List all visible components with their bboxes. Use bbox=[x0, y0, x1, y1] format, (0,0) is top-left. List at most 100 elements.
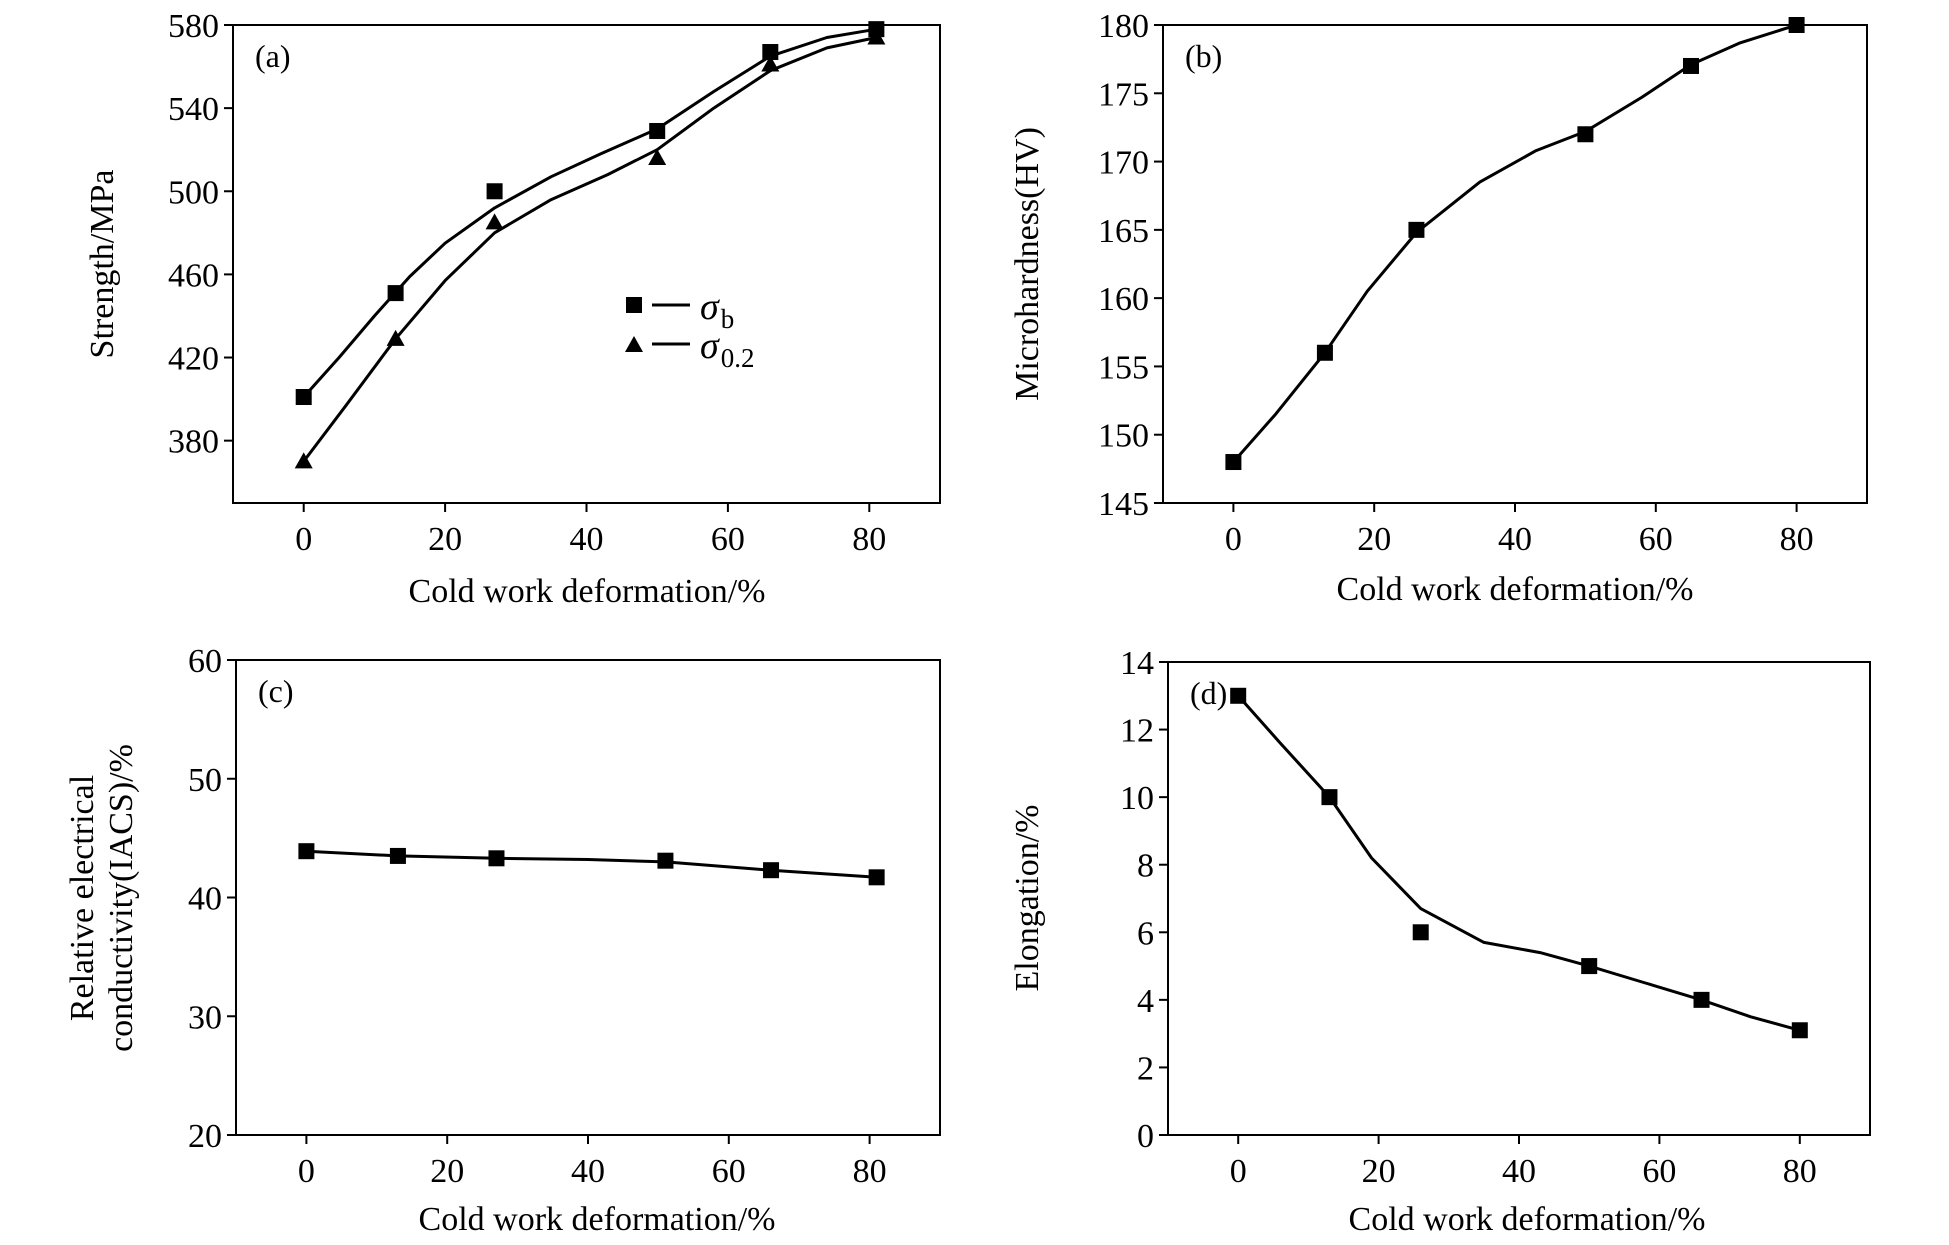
data-point bbox=[1225, 454, 1242, 471]
plot-frame bbox=[232, 24, 941, 504]
x-tick-label: 40 bbox=[570, 521, 604, 558]
x-axis-label: Cold work deformation/% bbox=[419, 1201, 776, 1238]
data-point bbox=[868, 869, 885, 886]
y-tick-label: 145 bbox=[1098, 486, 1149, 523]
x-axis-label: Cold work deformation/% bbox=[409, 573, 766, 610]
data-point bbox=[485, 213, 504, 230]
legend-marker bbox=[626, 297, 642, 313]
x-axis-label: Cold work deformation/% bbox=[1337, 571, 1694, 608]
y-tick-label: 14 bbox=[1120, 645, 1154, 682]
data-point bbox=[867, 28, 886, 45]
y-tick-label: 60 bbox=[188, 643, 222, 680]
y-tick-label: 8 bbox=[1137, 848, 1154, 885]
y-tick-label: 0 bbox=[1137, 1118, 1154, 1155]
data-point bbox=[1408, 221, 1425, 238]
data-point bbox=[488, 850, 505, 867]
data-point bbox=[295, 389, 312, 406]
x-tick-label: 0 bbox=[1230, 1153, 1247, 1190]
x-axis-label: Cold work deformation/% bbox=[1349, 1201, 1706, 1238]
x-tick-label: 60 bbox=[1642, 1153, 1676, 1190]
x-tick-label: 80 bbox=[1780, 521, 1814, 558]
y-tick-label: 150 bbox=[1098, 418, 1149, 455]
y-axis-label-line2: conductivity(IACS)/% bbox=[103, 744, 140, 1052]
data-point bbox=[1316, 344, 1333, 361]
data-point bbox=[486, 183, 503, 200]
y-tick-label: 40 bbox=[188, 881, 222, 918]
series-line bbox=[302, 36, 878, 463]
y-tick-label: 165 bbox=[1098, 213, 1149, 250]
data-point bbox=[1230, 687, 1247, 704]
panel-label: (c) bbox=[258, 673, 294, 709]
x-tick-label: 60 bbox=[711, 521, 745, 558]
x-tick-label: 20 bbox=[430, 1153, 464, 1190]
y-tick-label: 180 bbox=[1098, 8, 1149, 45]
series-0 bbox=[295, 21, 885, 406]
x-tick-label: 40 bbox=[1498, 521, 1532, 558]
y-tick-label: 175 bbox=[1098, 76, 1149, 113]
x-tick-label: 0 bbox=[298, 1153, 315, 1190]
panel-a: 0 20 40 60 80 380 420 460 500 540 580 Cold work def… bbox=[84, 8, 941, 610]
y-tick-label: 10 bbox=[1120, 780, 1154, 817]
plot-frame bbox=[1167, 661, 1871, 1136]
panel-c: 0 20 40 60 80 20 30 40 50 60 Cold work deformation… bbox=[64, 643, 941, 1238]
y-tick-label: 12 bbox=[1120, 713, 1154, 750]
x-tick-label: 60 bbox=[1639, 521, 1673, 558]
x-tick-label: 20 bbox=[1357, 521, 1391, 558]
series-0 bbox=[1225, 17, 1805, 471]
data-point bbox=[1412, 924, 1429, 941]
x-tick-label: 40 bbox=[1502, 1153, 1536, 1190]
legend-label: σb bbox=[700, 286, 734, 334]
panel-label: (b) bbox=[1185, 38, 1222, 74]
y-tick-label: 30 bbox=[188, 999, 222, 1036]
data-point bbox=[657, 852, 674, 869]
y-tick-label: 20 bbox=[188, 1118, 222, 1155]
y-tick-label: 6 bbox=[1137, 915, 1154, 952]
y-tick-label: 540 bbox=[168, 91, 219, 128]
x-tick-label: 80 bbox=[1783, 1153, 1817, 1190]
y-tick-label: 50 bbox=[188, 762, 222, 799]
y-tick-label: 500 bbox=[168, 174, 219, 211]
data-point bbox=[389, 847, 406, 864]
panel-label: (a) bbox=[255, 38, 291, 74]
x-tick-label: 80 bbox=[853, 1153, 887, 1190]
y-axis-label: Strength/MPa bbox=[84, 170, 121, 359]
y-tick-label: 2 bbox=[1137, 1050, 1154, 1087]
x-tick-label: 0 bbox=[295, 521, 312, 558]
data-point bbox=[1791, 1022, 1808, 1039]
data-point bbox=[649, 122, 666, 139]
plot-frame bbox=[235, 659, 941, 1136]
data-point bbox=[294, 452, 313, 469]
y-axis-label: Elongation/% bbox=[1009, 805, 1046, 992]
y-tick-label: 460 bbox=[168, 257, 219, 294]
data-point bbox=[387, 285, 404, 302]
panel-b: 0 20 40 60 80 145 150 155 160 165 170 175 180 Cold wo… bbox=[1009, 8, 1868, 608]
y-axis-label-line1: Relative electrical bbox=[64, 775, 101, 1021]
data-point bbox=[762, 44, 779, 61]
legend-marker bbox=[625, 336, 643, 352]
x-tick-label: 20 bbox=[1362, 1153, 1396, 1190]
data-point bbox=[763, 862, 780, 879]
y-tick-label: 170 bbox=[1098, 145, 1149, 182]
data-point bbox=[386, 329, 405, 346]
series-line bbox=[1236, 694, 1802, 1032]
data-point bbox=[1683, 57, 1699, 74]
x-tick-label: 60 bbox=[712, 1153, 746, 1190]
data-point bbox=[298, 843, 315, 860]
data-point bbox=[1693, 991, 1710, 1008]
series-1 bbox=[294, 28, 886, 469]
y-tick-label: 160 bbox=[1098, 281, 1149, 318]
series-line bbox=[1231, 23, 1799, 464]
series-0 bbox=[1230, 687, 1808, 1039]
panel-d: 0 20 40 60 80 0 2 4 6 8 10 12 14 Cold work deformatio… bbox=[1009, 645, 1871, 1238]
data-point bbox=[648, 149, 667, 166]
data-point bbox=[1321, 789, 1338, 806]
panel-label: (d) bbox=[1190, 675, 1227, 711]
data-point bbox=[1577, 126, 1594, 143]
x-tick-label: 80 bbox=[852, 521, 886, 558]
x-tick-label: 0 bbox=[1225, 521, 1242, 558]
y-axis-label: Microhardness(HV) bbox=[1009, 127, 1046, 401]
legend-label: σ0.2 bbox=[700, 325, 755, 373]
y-tick-label: 420 bbox=[168, 341, 219, 378]
